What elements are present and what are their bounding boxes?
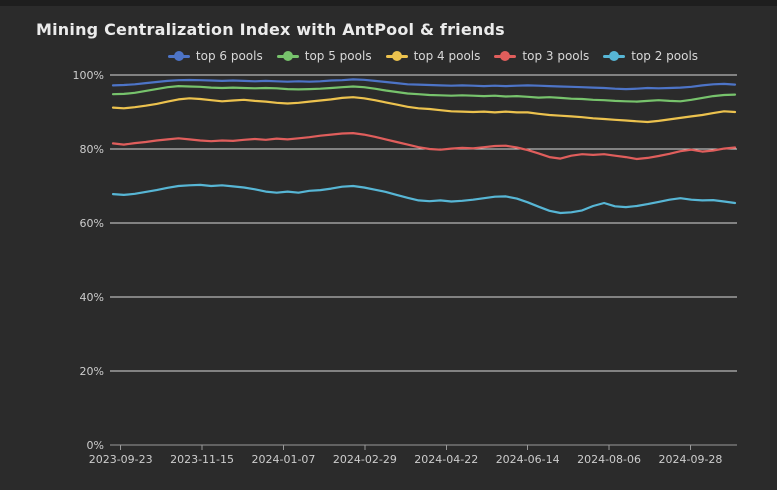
legend-marker-icon: [167, 51, 190, 61]
legend-item-top-3-pools[interactable]: top 3 pools: [494, 49, 589, 63]
legend-label: top 2 pools: [631, 49, 699, 63]
legend-label: top 5 pools: [304, 49, 372, 63]
legend-item-top-2-pools[interactable]: top 2 pools: [603, 49, 698, 63]
y-axis-label: 100%: [73, 69, 104, 82]
legend-label: top 4 pools: [413, 49, 481, 63]
x-axis-label: 2024-08-06: [577, 453, 641, 466]
series-line-top-4-pools: [111, 96, 737, 124]
y-axis-label: 0%: [87, 439, 104, 452]
series-line-top-6-pools: [111, 78, 737, 91]
chart-legend: top 6 pools top 5 pools top 4 pools top 3 p…: [0, 49, 777, 63]
y-axis-label: 20%: [80, 365, 104, 378]
x-axis-label: 2024-02-29: [333, 453, 397, 466]
legend-item-top-5-pools[interactable]: top 5 pools: [276, 49, 372, 63]
chart-title: Mining Centralization Index with AntPool…: [36, 20, 505, 39]
x-axis-label: 2024-01-07: [252, 453, 316, 466]
series-line-top-2-pools: [111, 183, 737, 215]
y-axis-label: 80%: [80, 143, 104, 156]
legend-marker-icon: [494, 51, 517, 61]
legend-marker-icon: [385, 51, 408, 61]
series-line-top-3-pools: [111, 132, 737, 161]
x-axis-label: 2024-06-14: [496, 453, 560, 466]
x-axis-label: 2023-11-15: [170, 453, 234, 466]
y-axis-label: 60%: [80, 217, 104, 230]
legend-item-top-6-pools[interactable]: top 6 pools: [167, 49, 263, 63]
legend-label: top 3 pools: [522, 49, 590, 63]
x-axis-label: 2024-04-22: [414, 453, 478, 466]
window-top-edge: [0, 0, 777, 6]
legend-marker-icon: [276, 51, 299, 61]
legend-label: top 6 pools: [195, 49, 263, 63]
x-axis-label: 2023-09-23: [89, 453, 153, 466]
legend-marker-icon: [603, 51, 626, 61]
x-axis-label: 2024-09-28: [658, 453, 722, 466]
legend-item-top-4-pools[interactable]: top 4 pools: [385, 49, 481, 63]
series-line-top-5-pools: [111, 84, 737, 103]
y-axis-label: 40%: [80, 291, 104, 304]
